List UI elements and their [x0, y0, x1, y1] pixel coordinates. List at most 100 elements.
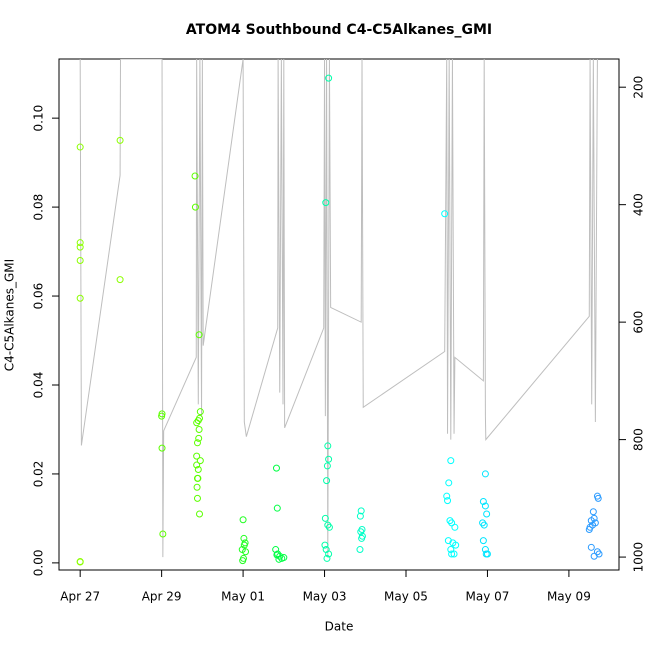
data-point [194, 417, 202, 425]
data-point [357, 528, 365, 536]
data-point [191, 203, 199, 211]
data-point [483, 550, 491, 558]
y-tick-label: 0.04 [32, 372, 46, 399]
data-point [242, 548, 250, 556]
data-point [448, 519, 456, 527]
data-point [193, 419, 201, 427]
data-point [357, 507, 365, 515]
data-point [446, 517, 454, 525]
data-point [587, 517, 595, 525]
data-point [447, 546, 455, 554]
y2-tick-label: 400 [632, 193, 646, 216]
y-tick-label: 0.00 [32, 550, 46, 577]
data-point [481, 470, 489, 478]
data-point [76, 239, 84, 247]
y2-tick-label: 600 [632, 311, 646, 334]
data-point [451, 523, 459, 531]
data-point [590, 552, 598, 560]
data-point [479, 537, 487, 545]
data-point [193, 461, 201, 469]
plot-area [76, 59, 603, 566]
data-point [325, 74, 333, 82]
data-point [481, 546, 489, 554]
data-point [159, 530, 167, 538]
data-point [443, 492, 451, 500]
y-tick-label: 0.08 [32, 194, 46, 221]
data-point [158, 444, 166, 452]
data-point [356, 512, 364, 520]
x-tick-label: May 09 [547, 590, 591, 604]
data-point [239, 557, 247, 565]
data-point [323, 477, 331, 485]
data-point [452, 541, 460, 549]
data-point [325, 455, 333, 463]
data-point [76, 294, 84, 302]
data-point [280, 554, 288, 562]
data-point [76, 256, 84, 264]
data-point [325, 550, 333, 558]
data-point [76, 558, 84, 566]
data-point [481, 502, 489, 510]
data-point [479, 498, 487, 506]
data-point [447, 457, 455, 465]
data-point [191, 172, 199, 180]
data-point [195, 434, 203, 442]
data-point [444, 497, 452, 505]
data-point [445, 479, 453, 487]
x-tick-label: May 05 [384, 590, 428, 604]
data-point [448, 550, 456, 558]
y-tick-label: 0.06 [32, 283, 46, 310]
data-point [324, 442, 332, 450]
data-point [76, 243, 84, 251]
data-point [324, 521, 332, 529]
data-point [589, 508, 597, 516]
data-point [594, 494, 602, 502]
data-point [193, 452, 201, 460]
y-axis-label: C4-C5Alkanes_GMI [3, 259, 17, 371]
y-tick-label: 0.02 [32, 461, 46, 488]
y-tick-label: 0.10 [32, 105, 46, 132]
data-point [321, 514, 329, 522]
data-point [273, 551, 281, 559]
data-point [76, 143, 84, 151]
y2-tick-label: 800 [632, 428, 646, 451]
x-tick-label: Apr 29 [142, 590, 182, 604]
x-tick-label: Apr 27 [60, 590, 100, 604]
data-point [273, 504, 281, 512]
plot-frame [58, 58, 620, 571]
data-point [194, 465, 202, 473]
data-point [322, 199, 330, 207]
data-point [193, 439, 201, 447]
data-point [193, 483, 201, 491]
y2-tick-label: 1000 [632, 542, 646, 573]
data-point [479, 519, 487, 527]
data-point [193, 494, 201, 502]
data-point [195, 331, 203, 339]
data-point [116, 276, 124, 284]
data-point [158, 412, 166, 420]
data-point [275, 555, 283, 563]
data-point [240, 541, 248, 549]
data-point [321, 541, 329, 549]
data-point [587, 543, 595, 551]
x-axis-label: Date [325, 620, 354, 634]
data-point [323, 554, 331, 562]
data-point [483, 510, 491, 518]
data-point [356, 546, 364, 554]
x-tick-label: May 07 [465, 590, 509, 604]
pressure-line [79, 59, 598, 558]
y2-tick-label: 200 [632, 76, 646, 99]
x-tick-label: May 03 [303, 590, 347, 604]
data-point [196, 408, 204, 416]
x-tick-label: May 01 [221, 590, 265, 604]
data-point [196, 510, 204, 518]
data-point [272, 464, 280, 472]
chart-title: ATOM4 Southbound C4-C5Alkanes_GMI [186, 22, 492, 38]
data-point [585, 526, 593, 534]
data-point [450, 550, 458, 558]
data-point [441, 210, 449, 218]
data-point [593, 548, 601, 556]
data-point [194, 474, 202, 482]
data-point [480, 521, 488, 529]
